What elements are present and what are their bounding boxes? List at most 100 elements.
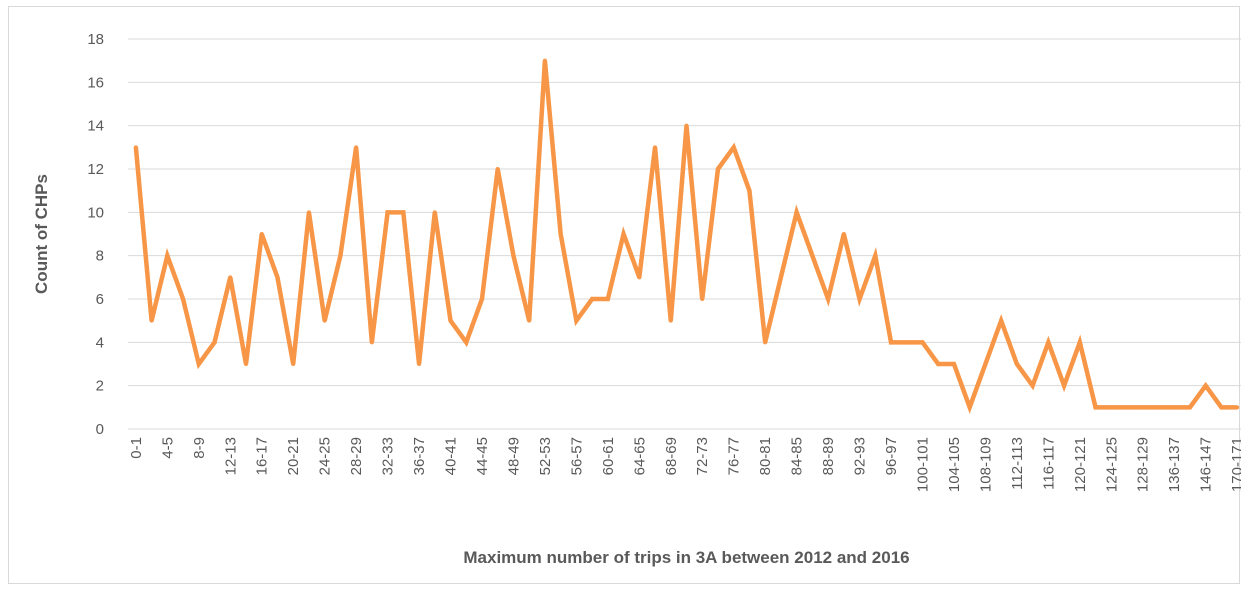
y-axis-title: Count of CHPs — [32, 174, 51, 294]
y-tick-label: 18 — [87, 31, 104, 48]
data-point — [794, 210, 799, 215]
x-tick-label: 80-81 — [757, 437, 774, 475]
data-point — [291, 362, 296, 366]
data-point — [275, 275, 280, 280]
x-tick-label: 24-25 — [317, 437, 334, 475]
data-point — [1030, 383, 1035, 388]
x-tick-label: 92-93 — [852, 437, 869, 475]
data-point — [369, 340, 374, 345]
x-tick-label: 76-77 — [726, 437, 743, 475]
x-tick-label: 120-121 — [1072, 437, 1089, 492]
x-tick-label: 8-9 — [191, 437, 208, 459]
x-tick-label: 108-109 — [977, 437, 994, 492]
y-axis-ticks: 0 2 4 6 8 10 12 14 16 18 — [87, 31, 104, 438]
data-point — [637, 275, 642, 280]
y-tick-label: 14 — [87, 118, 104, 135]
data-point — [479, 297, 484, 301]
y-tick-label: 2 — [96, 378, 104, 395]
x-tick-label: 68-69 — [663, 437, 680, 475]
x-tick-label: 12-13 — [222, 437, 239, 475]
x-tick-label: 104-105 — [946, 437, 963, 492]
data-point — [574, 318, 579, 323]
data-point — [1203, 383, 1208, 388]
y-tick-label: 6 — [96, 291, 104, 308]
data-point — [1172, 405, 1177, 410]
x-tick-label: 16-17 — [254, 437, 271, 475]
data-point — [1093, 405, 1098, 410]
x-axis-title: Maximum number of trips in 3A between 20… — [463, 548, 909, 567]
data-point — [385, 210, 390, 215]
data-point — [826, 297, 831, 301]
x-tick-label: 124-125 — [1103, 437, 1120, 492]
data-point — [653, 145, 658, 150]
x-tick-label: 136-137 — [1166, 437, 1183, 492]
data-point — [983, 362, 988, 366]
data-point — [810, 253, 815, 258]
data-point — [196, 362, 201, 366]
data-point — [967, 405, 972, 410]
gridlines — [128, 38, 1241, 430]
x-tick-label: 84-85 — [789, 437, 806, 475]
x-tick-label: 96-97 — [883, 437, 900, 475]
data-point — [1219, 405, 1224, 410]
data-point — [495, 167, 500, 171]
y-tick-label: 0 — [96, 421, 104, 438]
data-point — [747, 188, 752, 193]
x-tick-label: 52-53 — [537, 437, 554, 475]
data-point — [1140, 405, 1145, 410]
x-tick-label: 128-129 — [1135, 437, 1152, 492]
data-point — [401, 210, 406, 215]
data-point — [259, 232, 264, 236]
data-point — [920, 340, 925, 345]
data-point — [558, 232, 563, 236]
x-tick-label: 60-61 — [600, 437, 617, 475]
x-tick-label: 112-113 — [1009, 437, 1026, 490]
y-tick-label: 16 — [87, 74, 104, 91]
x-tick-label: 32-33 — [380, 437, 397, 475]
data-point — [700, 297, 705, 301]
x-tick-label: 146-147 — [1198, 437, 1215, 492]
data-point — [149, 318, 154, 323]
data-point — [464, 340, 469, 345]
data-point — [417, 362, 422, 366]
data-point — [338, 253, 343, 258]
data-point — [684, 123, 689, 128]
data-point — [605, 297, 610, 301]
data-point — [621, 232, 626, 236]
data-point — [841, 232, 846, 236]
data-point — [857, 297, 862, 301]
x-tick-label: 28-29 — [348, 437, 365, 475]
x-tick-label: 40-41 — [443, 437, 460, 475]
x-tick-label: 48-49 — [505, 437, 522, 475]
data-point — [1235, 405, 1240, 410]
data-point — [889, 340, 894, 345]
data-point — [1156, 405, 1161, 410]
y-tick-label: 4 — [96, 334, 104, 351]
data-point — [999, 318, 1004, 323]
x-tick-label: 100-101 — [914, 437, 931, 492]
data-point — [527, 318, 532, 323]
x-tick-label: 20-21 — [285, 437, 302, 475]
data-point — [181, 297, 186, 301]
data-point — [731, 145, 736, 150]
data-point — [951, 362, 956, 366]
data-point — [1125, 405, 1130, 410]
line-chart: 0 2 4 6 8 10 12 14 16 18 0-1 4-5 8-9 12-13 16-17 20-21… — [32, 31, 1241, 567]
data-point — [448, 318, 453, 323]
data-point — [936, 362, 941, 366]
x-axis-ticks: 0-1 4-5 8-9 12-13 16-17 20-21 24-25 28-29 32-33 3… — [128, 437, 1241, 492]
data-point — [668, 318, 673, 323]
data-point — [432, 210, 437, 215]
data-point — [243, 362, 248, 366]
data-point — [715, 167, 720, 171]
x-tick-label: 72-73 — [694, 437, 711, 475]
x-tick-label: 116-117 — [1040, 437, 1057, 490]
data-point — [165, 253, 170, 258]
data-point — [1046, 340, 1051, 345]
data-point — [354, 145, 359, 150]
data-point — [763, 340, 768, 345]
data-point — [778, 275, 783, 280]
data-point — [590, 297, 595, 301]
series-line — [133, 60, 1238, 414]
data-point — [228, 275, 233, 280]
